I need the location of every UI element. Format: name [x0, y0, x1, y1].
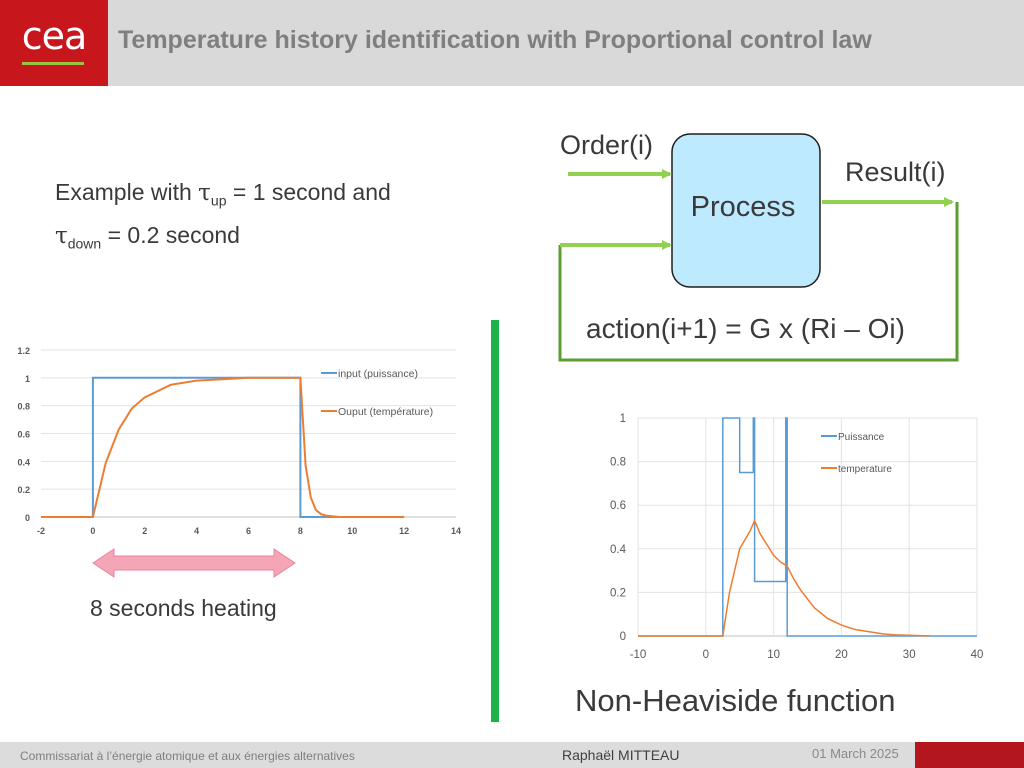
y-tick-label: 0.2 — [610, 587, 626, 599]
x-tick-label: 0 — [703, 649, 709, 661]
footer-date: 01 March 2025 — [812, 746, 899, 761]
x-tick-label: 40 — [971, 649, 984, 661]
example-text: Example with τup = 1 second and τdown = … — [55, 175, 475, 260]
tau-up-subscript: up — [210, 192, 227, 209]
series-line-1 — [638, 417, 977, 637]
x-tick-label: 30 — [903, 649, 916, 661]
y-tick-label: 0.2 — [17, 485, 30, 495]
x-tick-label: 14 — [451, 526, 461, 536]
order-label: Order(i) — [560, 130, 653, 160]
result-label: Result(i) — [845, 157, 946, 187]
header-bar — [0, 0, 1024, 86]
cea-logo-text: cea — [21, 14, 88, 58]
process-label: Process — [691, 191, 796, 223]
legend-label-1: input (puissance) — [338, 368, 418, 380]
x-tick-label: 4 — [194, 526, 199, 536]
feedback-loop — [558, 202, 959, 362]
footer-author: Raphaël MITTEAU — [562, 747, 680, 763]
example-suffix: = 0.2 second — [101, 221, 240, 248]
step-response-chart: 0 0.2 0.4 0.6 0.8 1 1.2 -2 0 2 4 6 8 10 12 14 input (pui… — [17, 346, 461, 536]
control-loop-diagram: Process Order(i) Result(i) action(i+1) =… — [558, 130, 959, 362]
y-tick-label: 0.6 — [610, 500, 626, 512]
y-tick-label: 0.4 — [610, 544, 627, 556]
y-tick-label: 1 — [620, 413, 626, 425]
series-line-2 — [41, 376, 405, 518]
legend-label-2: temperature — [838, 464, 892, 475]
non-heaviside-chart: 0 0.2 0.4 0.6 0.8 1 -10 0 10 20 30 40 Puissance tempe… — [610, 413, 984, 661]
x-tick-label: -10 — [630, 649, 647, 661]
slide-title: Temperature history identification with … — [118, 26, 872, 54]
footer-bar — [0, 742, 915, 768]
x-tick-label: 6 — [246, 526, 251, 536]
tau-symbol: τ — [198, 180, 211, 206]
y-tick-label: 0.4 — [17, 457, 30, 467]
tau-down-subscript: down — [67, 235, 102, 252]
y-tick-label: 0.8 — [610, 457, 626, 469]
x-tick-label: 10 — [767, 649, 780, 661]
x-tick-label: 20 — [835, 649, 848, 661]
legend-label-1: Puissance — [838, 432, 885, 443]
y-tick-label: 1.2 — [17, 346, 30, 356]
x-tick-label: 10 — [347, 526, 357, 536]
action-label: action(i+1) = G x (Ri – Oi) — [586, 313, 905, 344]
heating-label: 8 seconds heating — [90, 595, 277, 621]
green-separator — [491, 320, 499, 722]
cea-logo — [0, 0, 108, 86]
legend-label-2: Ouput (température) — [338, 406, 433, 418]
x-tick-label: 12 — [399, 526, 409, 536]
series-line-1 — [41, 376, 405, 518]
example-prefix: Example with — [55, 179, 199, 205]
x-tick-label: 0 — [90, 526, 95, 536]
series-line-2 — [638, 518, 930, 637]
y-tick-label: 1 — [25, 374, 30, 384]
y-tick-label: 0.6 — [17, 430, 30, 440]
process-box — [671, 133, 821, 288]
y-tick-label: 0 — [620, 631, 626, 643]
non-heaviside-label: Non-Heaviside function — [575, 683, 896, 718]
x-tick-label: -2 — [37, 526, 45, 536]
footer-accent — [915, 742, 1024, 768]
x-tick-label: 8 — [298, 526, 303, 536]
cea-logo-underline — [22, 62, 84, 65]
double-arrow-shape — [92, 548, 296, 578]
y-tick-label: 0.8 — [17, 402, 30, 412]
x-tick-label: 2 — [142, 526, 147, 536]
footer-organization: Commissariat à l’énergie atomique et aux… — [20, 749, 355, 763]
heating-double-arrow — [92, 548, 296, 578]
tau-symbol-2: τ — [55, 222, 68, 249]
y-tick-label: 0 — [25, 513, 30, 523]
example-mid: = 1 second and — [226, 179, 391, 205]
